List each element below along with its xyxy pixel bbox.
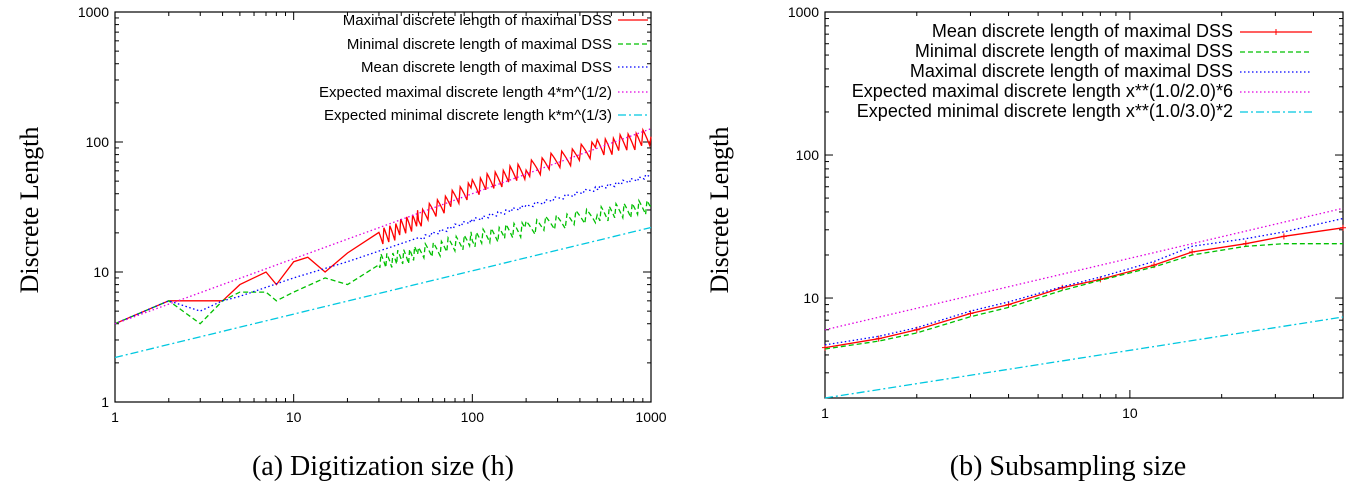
series-line-2 (824, 243, 1343, 350)
data-point (1340, 224, 1346, 231)
data-point (1189, 248, 1196, 255)
series-line-4 (824, 207, 1344, 331)
y-tick-label: 100 (86, 134, 110, 150)
series-line-3 (114, 173, 652, 325)
series-group-b (822, 207, 1346, 399)
series-line-1 (114, 127, 652, 325)
plot-frame-b (824, 11, 1344, 399)
legend-entry-label: Maximal discrete length of maximal DSS (910, 61, 1233, 81)
legend-entry-label: Minimal discrete length of maximal DSS (915, 41, 1233, 61)
series-line-2 (114, 198, 652, 325)
chart-panel-b: Discrete Length (b) Subsampling size 1 10… (705, 4, 1346, 482)
series-group-a (114, 127, 652, 359)
x-tick-label: 10 (286, 409, 302, 425)
series-line-5 (824, 316, 1344, 399)
plot-frame-a (114, 11, 652, 403)
legend-b: Mean discrete length of maximal DSSMinim… (852, 21, 1312, 121)
series-line-5 (114, 226, 652, 359)
legend-entry-label: Maximal discrete length of maximal DSS (343, 12, 612, 29)
series-line-4 (114, 128, 652, 325)
y-tick-label: 1000 (788, 4, 819, 20)
y-axis-label-b: Discrete Length (705, 127, 734, 294)
x-tick-label: 1 (111, 409, 119, 425)
y-tick-label: 10 (93, 264, 109, 280)
series-line-3 (824, 217, 1344, 346)
legend-entry-label: Expected minimal discrete length k*m^(1/… (324, 107, 612, 124)
legend-entry-label: Mean discrete length of maximal DSS (932, 21, 1233, 41)
data-point (822, 344, 828, 351)
y-tick-label: 1 (101, 394, 109, 410)
axis-ticks-b: 1 10 10 100 1000 (788, 4, 1343, 421)
data-point (967, 310, 974, 317)
data-point (875, 335, 882, 342)
x-tick-label: 100 (461, 409, 485, 425)
axis-ticks-a: 1 10 100 1000 1 10 100 1000 (78, 4, 667, 425)
y-tick-label: 1000 (78, 4, 109, 20)
legend-entry-label: Minimal discrete length of maximal DSS (347, 36, 612, 53)
x-tick-label: 1 (821, 405, 829, 421)
legend-entry-label: Expected minimal discrete length x**(1.0… (857, 101, 1233, 121)
chart-panel-a: Discrete Length (a) Digitization size (h… (15, 4, 667, 482)
caption-b: (b) Subsampling size (950, 451, 1186, 482)
legend-marker (1273, 29, 1279, 35)
legend-entry-label: Mean discrete length of maximal DSS (361, 59, 612, 76)
caption-a: (a) Digitization size (h) (252, 451, 514, 482)
data-point (1280, 233, 1287, 240)
y-tick-label: 10 (803, 290, 819, 306)
y-axis-label-a: Discrete Length (15, 127, 44, 294)
x-tick-label: 1000 (635, 409, 666, 425)
x-tick-label: 10 (1122, 405, 1138, 421)
data-point (1097, 276, 1104, 283)
legend-entry-label: Expected maximal discrete length 4*m^(1/… (319, 84, 612, 101)
legend-entry-label: Expected maximal discrete length x**(1.0… (852, 81, 1233, 101)
legend-a: Maximal discrete length of maximal DSS Mi… (319, 12, 648, 124)
y-tick-label: 100 (796, 147, 820, 163)
data-point (1059, 284, 1066, 291)
series-line-1 (824, 227, 1344, 349)
data-point (1005, 301, 1012, 308)
